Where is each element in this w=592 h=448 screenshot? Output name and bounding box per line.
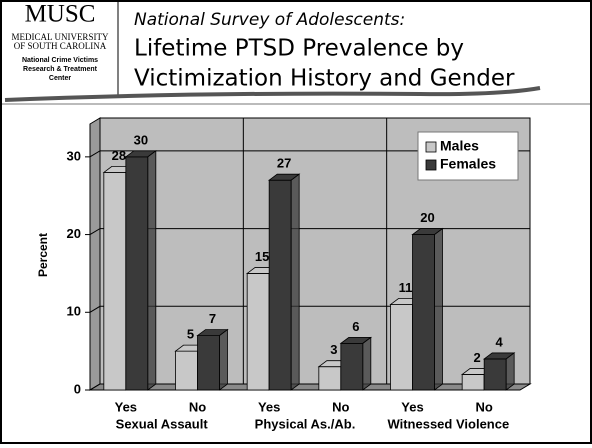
x-tick-label: No	[475, 399, 492, 414]
data-label: 15	[255, 249, 269, 264]
data-label: 6	[352, 319, 359, 334]
logo-name: MUSC	[25, 1, 96, 28]
data-label: 2	[474, 350, 481, 365]
bar	[483, 358, 507, 391]
bar	[340, 342, 364, 391]
bar-side	[147, 150, 157, 391]
data-label: 4	[496, 334, 504, 349]
bar	[390, 304, 413, 391]
bar	[412, 234, 435, 391]
logo: MUSC MEDICAL UNIVERSITY OF SOUTH CAROLIN…	[12, 1, 109, 82]
data-label: 20	[420, 210, 434, 225]
title-line: Victimization History and Gender	[134, 66, 515, 92]
y-tick-label: 20	[67, 226, 81, 241]
logo-line: OF SOUTH CAROLINA	[14, 41, 107, 51]
bar-side	[290, 173, 300, 391]
bar-side	[434, 227, 443, 391]
bar	[461, 374, 485, 391]
group-label: Witnessed Violence	[387, 416, 509, 431]
bar	[125, 156, 149, 391]
data-label: 27	[277, 156, 291, 171]
bar-3d	[124, 150, 158, 391]
bar-3d	[267, 173, 301, 391]
legend-box	[417, 131, 519, 181]
bar-3d	[482, 352, 516, 391]
y-tick-label: 0	[74, 381, 81, 396]
data-label: 7	[209, 311, 216, 326]
group-label: Sexual Assault	[116, 416, 209, 431]
legend-swatch	[425, 141, 437, 153]
title-line: Lifetime PTSD Prevalence by	[134, 36, 464, 62]
data-label: 5	[187, 327, 194, 342]
bar	[246, 273, 270, 391]
group-label: Physical As./Ab.	[255, 416, 356, 431]
x-tick-label: Yes	[115, 399, 137, 414]
bar-side	[219, 328, 228, 391]
data-label: 11	[399, 280, 413, 295]
bar	[175, 350, 198, 391]
bar	[197, 335, 220, 391]
data-label: 30	[134, 132, 148, 147]
side-wall	[89, 117, 101, 391]
bar-3d	[196, 328, 229, 391]
bar	[318, 366, 342, 391]
y-tick-label: 30	[67, 148, 81, 163]
bar	[103, 171, 127, 391]
x-tick-label: Yes	[258, 399, 280, 414]
x-tick-label: Yes	[401, 399, 423, 414]
logo-center: Research & Treatment	[23, 66, 98, 73]
header-swoosh	[4, 86, 541, 102]
logo-center: Center	[49, 75, 71, 82]
bar-3d	[411, 227, 444, 391]
bar-3d	[339, 336, 373, 391]
legend-swatch	[425, 159, 437, 171]
y-axis-label: Percent	[36, 233, 50, 277]
data-label: 28	[112, 148, 126, 163]
bar-side	[362, 336, 372, 391]
subtitle: National Survey of Adolescents:	[134, 10, 405, 30]
x-tick-label: No	[332, 399, 349, 414]
y-tick-label: 10	[67, 304, 81, 319]
legend-label: Females	[440, 156, 496, 172]
bar	[268, 179, 292, 391]
data-label: 3	[330, 342, 337, 357]
bar-side	[505, 352, 515, 391]
logo-line: MEDICAL UNIVERSITY	[12, 32, 109, 42]
legend-label: Males	[440, 138, 479, 154]
logo-center: National Crime Victims	[22, 57, 98, 64]
x-tick-label: No	[189, 399, 206, 414]
